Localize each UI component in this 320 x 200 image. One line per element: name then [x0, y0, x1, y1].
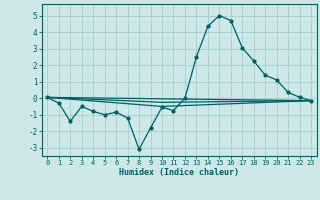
- X-axis label: Humidex (Indice chaleur): Humidex (Indice chaleur): [119, 168, 239, 177]
